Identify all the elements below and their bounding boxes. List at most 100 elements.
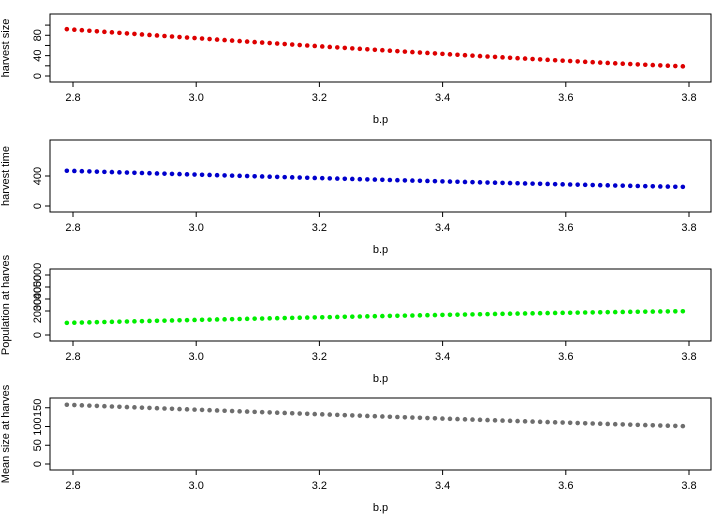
y-tick-label: 0 xyxy=(32,461,44,467)
data-point xyxy=(274,41,280,46)
data-point xyxy=(507,180,513,186)
data-point xyxy=(237,316,242,322)
data-point xyxy=(229,173,235,178)
data-point xyxy=(312,411,318,417)
data-point xyxy=(327,44,333,50)
data-point xyxy=(199,317,205,323)
data-point xyxy=(432,416,438,421)
data-point xyxy=(87,169,92,174)
x-axis-title: b.p xyxy=(373,373,388,385)
data-point xyxy=(244,173,250,179)
x-axis-title: b.p xyxy=(373,114,388,126)
x-tick-label: 3.8 xyxy=(681,222,696,234)
data-point xyxy=(304,43,310,48)
x-tick-label: 3.6 xyxy=(558,222,573,234)
data-point xyxy=(327,314,333,320)
data-point xyxy=(673,423,678,429)
data-point xyxy=(560,182,565,187)
y-axis-title: harvest size xyxy=(0,19,12,78)
data-point xyxy=(72,320,77,326)
data-point xyxy=(177,171,182,177)
data-point xyxy=(342,412,348,418)
x-tick-label: 3.6 xyxy=(558,351,573,363)
data-point xyxy=(597,182,603,188)
data-point xyxy=(440,179,445,184)
data-point xyxy=(552,310,558,316)
data-point xyxy=(560,310,565,316)
data-point xyxy=(673,309,678,314)
data-point xyxy=(87,403,92,408)
data-point xyxy=(229,408,235,414)
data-point xyxy=(319,175,325,181)
data-point xyxy=(470,417,475,422)
data-point xyxy=(522,311,528,316)
data-point xyxy=(395,414,400,420)
data-point xyxy=(387,414,393,420)
data-point xyxy=(162,171,167,176)
data-point xyxy=(147,318,152,324)
data-point xyxy=(259,40,265,45)
y-tick-label: 40 xyxy=(32,50,44,62)
data-point xyxy=(94,319,100,325)
data-point xyxy=(372,177,378,182)
data-point xyxy=(582,420,588,426)
data-point xyxy=(154,33,160,38)
data-point xyxy=(462,312,468,317)
data-point xyxy=(79,320,85,325)
data-point xyxy=(650,309,656,314)
data-point xyxy=(222,37,227,43)
data-point xyxy=(87,320,92,325)
data-point xyxy=(132,170,137,176)
y-tick-label: 5000 xyxy=(32,263,44,287)
data-point xyxy=(334,176,340,181)
data-point xyxy=(627,309,633,315)
data-point xyxy=(673,63,678,69)
data-point xyxy=(470,179,475,185)
x-tick-label: 2.8 xyxy=(65,480,80,492)
data-point xyxy=(289,175,295,180)
x-tick-label: 3.2 xyxy=(312,351,327,363)
data-point xyxy=(282,315,287,321)
data-point xyxy=(560,420,565,425)
data-point xyxy=(635,183,641,189)
data-point xyxy=(680,423,686,429)
y-axis-title: harvest time xyxy=(0,146,12,206)
data-point xyxy=(515,418,520,424)
x-tick-label: 3.2 xyxy=(312,222,327,234)
data-point xyxy=(102,319,107,325)
data-point xyxy=(334,314,340,320)
data-point xyxy=(297,175,303,180)
data-point xyxy=(274,315,280,321)
data-point xyxy=(455,312,460,317)
data-point xyxy=(319,44,325,49)
data-point xyxy=(289,42,295,47)
data-point xyxy=(365,413,370,419)
data-point xyxy=(410,49,415,55)
data-point xyxy=(515,55,520,61)
x-tick-label: 3.0 xyxy=(189,351,204,363)
data-point xyxy=(87,28,92,34)
data-point xyxy=(192,172,197,177)
data-point xyxy=(184,317,190,323)
data-point xyxy=(162,33,167,39)
data-point xyxy=(147,170,152,176)
data-point xyxy=(485,417,490,423)
data-point xyxy=(79,403,85,408)
data-point xyxy=(192,407,197,412)
data-point xyxy=(229,316,235,322)
data-point xyxy=(154,318,160,324)
data-point xyxy=(462,179,468,185)
data-point xyxy=(124,319,130,324)
data-point xyxy=(432,312,438,318)
data-point xyxy=(207,317,212,322)
plot-box xyxy=(49,268,712,342)
data-point xyxy=(567,310,573,316)
data-point xyxy=(590,310,595,315)
data-point xyxy=(627,183,633,189)
y-tick-label: 100 xyxy=(32,417,44,435)
data-point xyxy=(350,413,355,418)
data-point xyxy=(620,61,626,66)
data-point xyxy=(597,60,603,65)
data-point xyxy=(537,310,543,316)
data-point xyxy=(334,412,340,418)
